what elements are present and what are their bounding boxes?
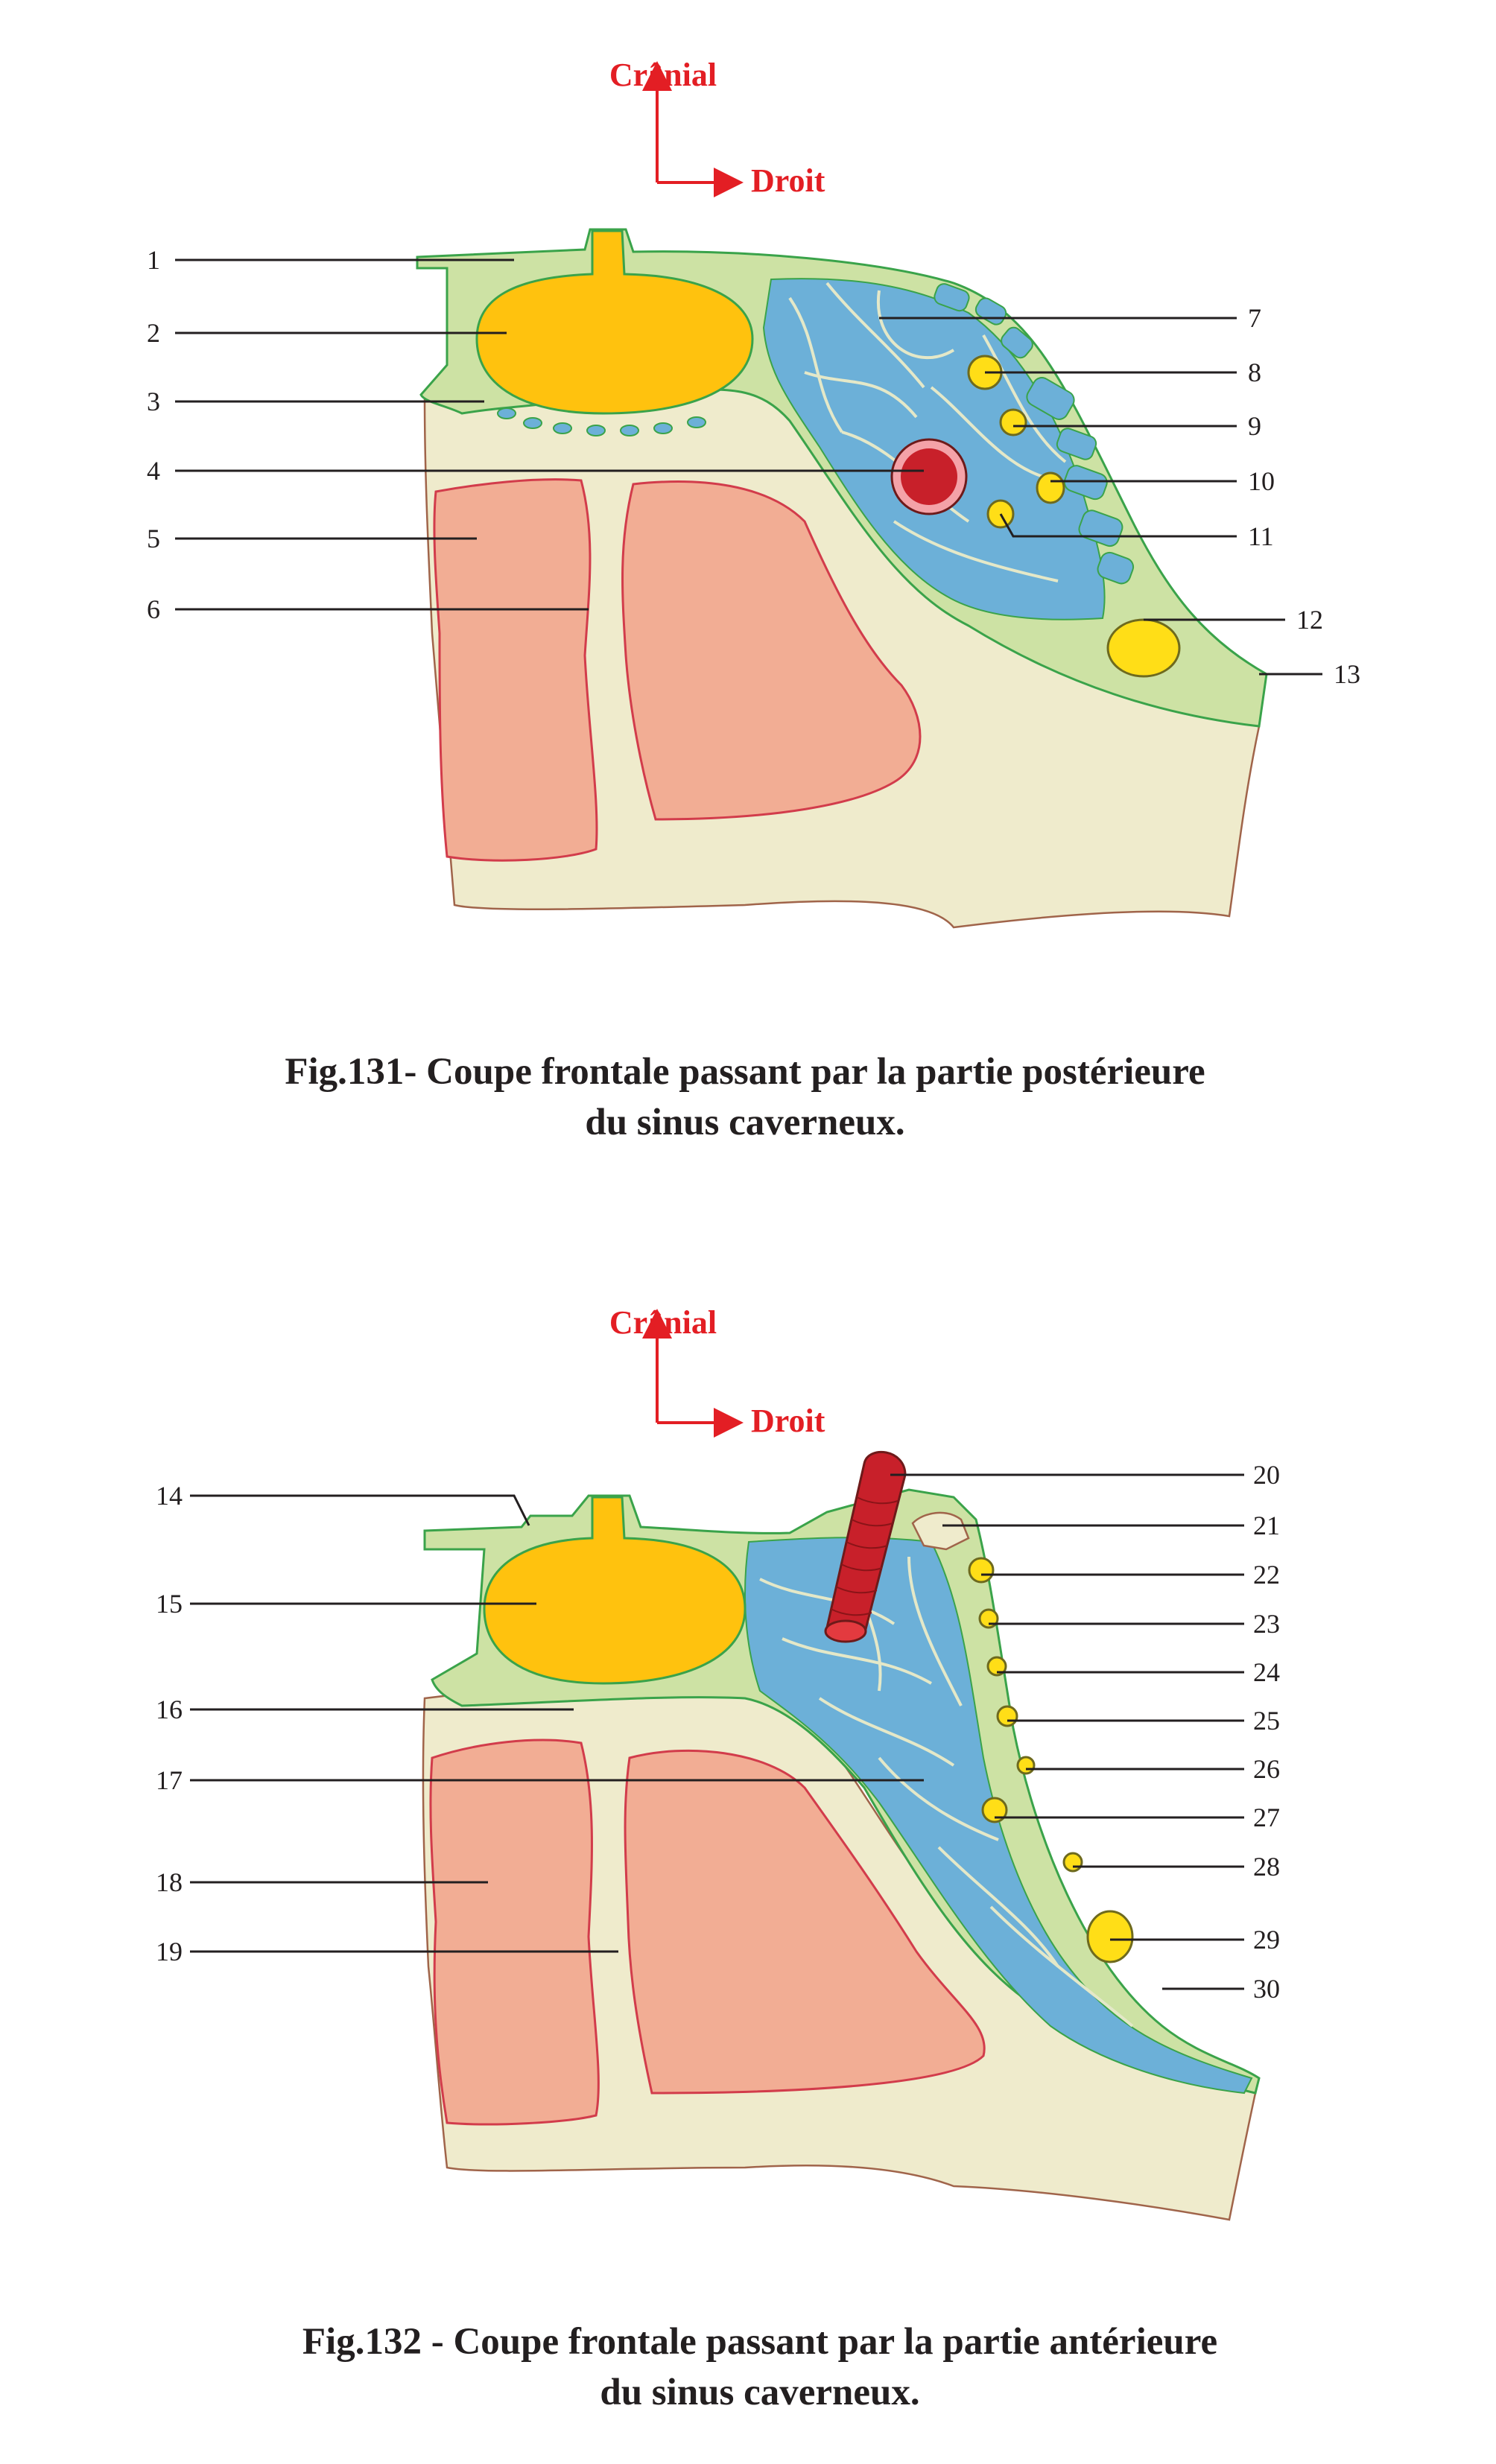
nerve-27: [981, 1797, 1008, 1823]
label-20: 20: [1253, 1460, 1280, 1490]
internal-carotid-artery-131: [890, 438, 968, 515]
cranial-label-132: Crânial: [609, 1304, 717, 1341]
label-13: 13: [1334, 659, 1360, 689]
figure-131-caption-line2: du sinus caverneux.: [585, 1102, 905, 1143]
label-11: 11: [1248, 521, 1274, 551]
droit-label-132: Droit: [751, 1403, 825, 1439]
sphenoid-sinus-right-132: [624, 1749, 986, 2095]
nerve-26: [1016, 1756, 1036, 1775]
anterior-clinoid-process-132: [911, 1511, 970, 1551]
orientation-indicator-131: Crânial Droit: [609, 57, 825, 199]
label-2: 2: [147, 318, 160, 348]
label-28: 28: [1253, 1852, 1280, 1882]
maxillary-nerve-131: [1106, 618, 1181, 678]
nerve-22: [968, 1557, 995, 1584]
label-29: 29: [1253, 1925, 1280, 1955]
label-7: 7: [1248, 303, 1261, 333]
label-21: 21: [1253, 1511, 1280, 1540]
label-30: 30: [1253, 1974, 1280, 2004]
nerve-25: [996, 1705, 1018, 1727]
number-labels-132: 14 15 16 17 18 19 20 21 22 23 24 25 26 2…: [156, 1460, 1280, 2004]
label-12: 12: [1296, 605, 1323, 635]
label-26: 26: [1253, 1754, 1280, 1784]
leader-lines-132: [190, 1473, 1244, 1990]
figure-132-caption: Fig.132 - Coupe frontale passant par la …: [201, 2317, 1319, 2418]
sinus-trabeculae-132: [759, 1549, 1134, 2028]
figure-132-caption-line2: du sinus caverneux.: [600, 2372, 920, 2413]
label-4: 4: [147, 456, 160, 486]
sphenoid-sinus-left-132: [429, 1739, 600, 2126]
label-19: 19: [156, 1937, 183, 1966]
label-3: 3: [147, 387, 160, 416]
lateral-wall-veins-131: [934, 283, 1135, 585]
nerve-24: [986, 1656, 1007, 1677]
maxillary-nerve-132: [1086, 1910, 1134, 1963]
ophthalmic-nerve-131: [1036, 471, 1065, 504]
nerve-28: [1062, 1852, 1083, 1873]
label-23: 23: [1253, 1609, 1280, 1639]
label-25: 25: [1253, 1706, 1280, 1736]
figure-131-caption: Fig.131- Coupe frontale passant par la p…: [186, 1047, 1304, 1148]
label-22: 22: [1253, 1560, 1280, 1590]
sinus-trabeculae-131: [788, 282, 1067, 582]
label-5: 5: [147, 524, 160, 553]
leader-lines-131: [175, 258, 1322, 676]
label-9: 9: [1248, 411, 1261, 441]
label-10: 10: [1248, 466, 1275, 496]
label-27: 27: [1253, 1803, 1280, 1832]
label-15: 15: [156, 1589, 183, 1619]
droit-label-131: Droit: [751, 162, 825, 199]
label-24: 24: [1253, 1657, 1280, 1687]
sphenoid-sinus-right-131: [621, 480, 922, 821]
number-labels-131: 1 2 3 4 5 6 7 8 9 10 11 12 13: [147, 245, 1360, 689]
sphenoid-sinus-left-131: [433, 478, 598, 862]
figure-131: Crânial Droit: [147, 57, 1360, 929]
trochlear-nerve-131: [999, 408, 1027, 436]
figure-131-caption-line1: Fig.131- Coupe frontale passant par la p…: [285, 1051, 1205, 1093]
internal-carotid-artery-132: [824, 1451, 907, 1643]
label-8: 8: [1248, 358, 1261, 387]
label-18: 18: [156, 1867, 183, 1897]
intercavernous-sinus-131: [497, 407, 706, 436]
pituitary-gland-131: [475, 229, 754, 415]
cranial-label-131: Crânial: [609, 57, 717, 93]
cavernous-sinus-132: [744, 1537, 1253, 2095]
label-6: 6: [147, 594, 160, 624]
label-14: 14: [156, 1481, 183, 1511]
figure-132: Crânial Droit: [156, 1304, 1280, 2221]
label-16: 16: [156, 1695, 183, 1724]
pituitary-gland-132: [483, 1496, 747, 1685]
label-17: 17: [156, 1765, 183, 1795]
figure-132-caption-line1: Fig.132 - Coupe frontale passant par la …: [302, 2321, 1218, 2363]
label-1: 1: [147, 245, 160, 275]
orientation-indicator-132: Crânial Droit: [609, 1304, 825, 1439]
